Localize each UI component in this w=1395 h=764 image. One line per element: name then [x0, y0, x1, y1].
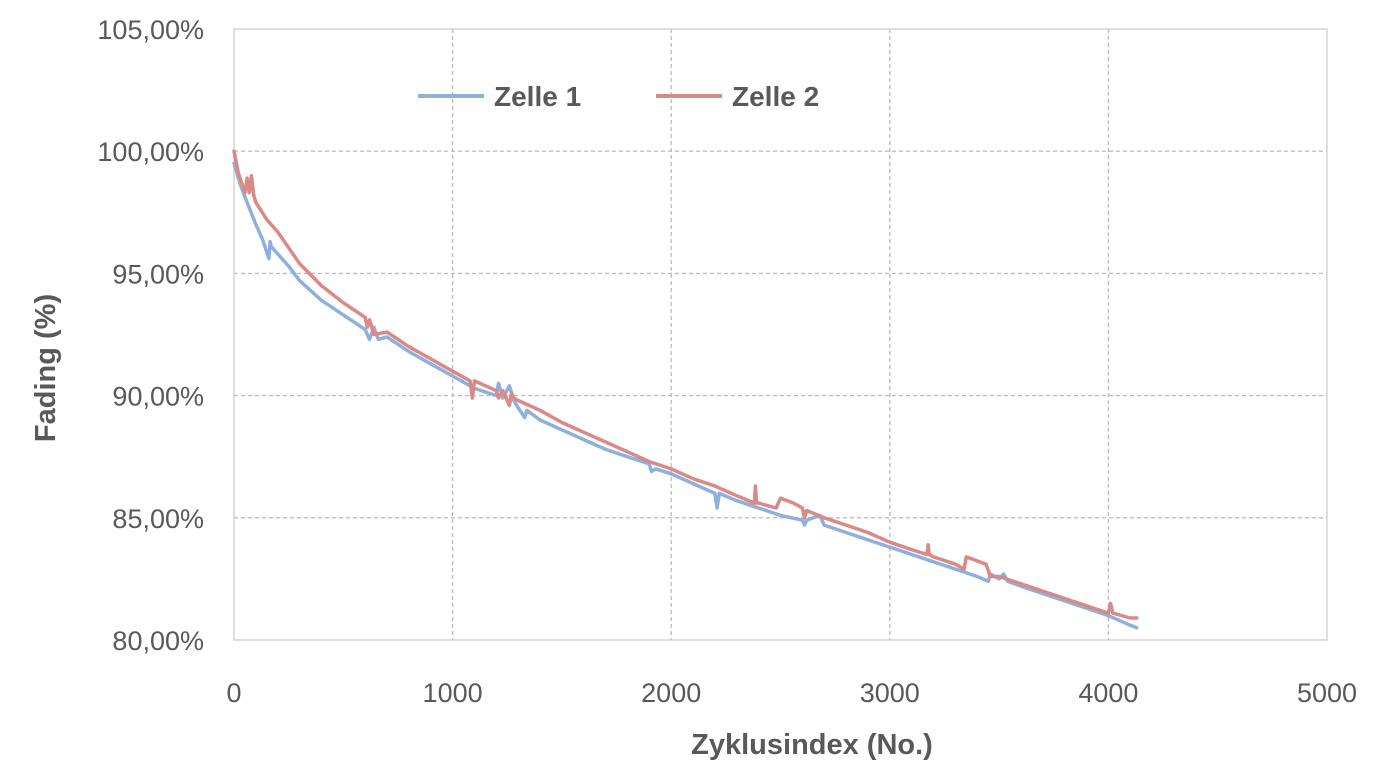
x-tick-label: 0 — [226, 678, 241, 708]
plot-area-frame — [233, 28, 1328, 641]
x-tick-label: 3000 — [860, 678, 920, 708]
x-tick-label: 1000 — [423, 678, 483, 708]
x-axis-label: Zyklusindex (No.) — [691, 729, 933, 761]
y-tick-label: 80,00% — [112, 626, 204, 656]
y-tick-label: 105,00% — [97, 15, 204, 45]
gridlines — [234, 29, 1327, 640]
x-axis-ticks: 0 1000 2000 3000 4000 5000 — [226, 678, 1357, 708]
legend-label-2: Zelle 2 — [732, 81, 819, 112]
y-tick-label: 85,00% — [112, 504, 204, 534]
series-line-2 — [232, 149, 1139, 620]
x-tick-label: 4000 — [1078, 678, 1138, 708]
y-tick-label: 95,00% — [112, 259, 204, 289]
legend: Zelle 1 Zelle 2 — [418, 81, 819, 112]
x-tick-label: 5000 — [1297, 678, 1357, 708]
y-tick-label: 90,00% — [112, 382, 204, 412]
legend-label-1: Zelle 1 — [494, 81, 581, 112]
y-axis-label: Fading (%) — [30, 294, 62, 442]
y-axis-ticks: 80,00% 85,00% 90,00% 95,00% 100,00% 105,00% — [97, 15, 204, 656]
y-tick-label: 100,00% — [97, 137, 204, 167]
x-tick-label: 2000 — [641, 678, 701, 708]
series-line-1 — [232, 161, 1139, 630]
series-lines — [232, 149, 1139, 630]
